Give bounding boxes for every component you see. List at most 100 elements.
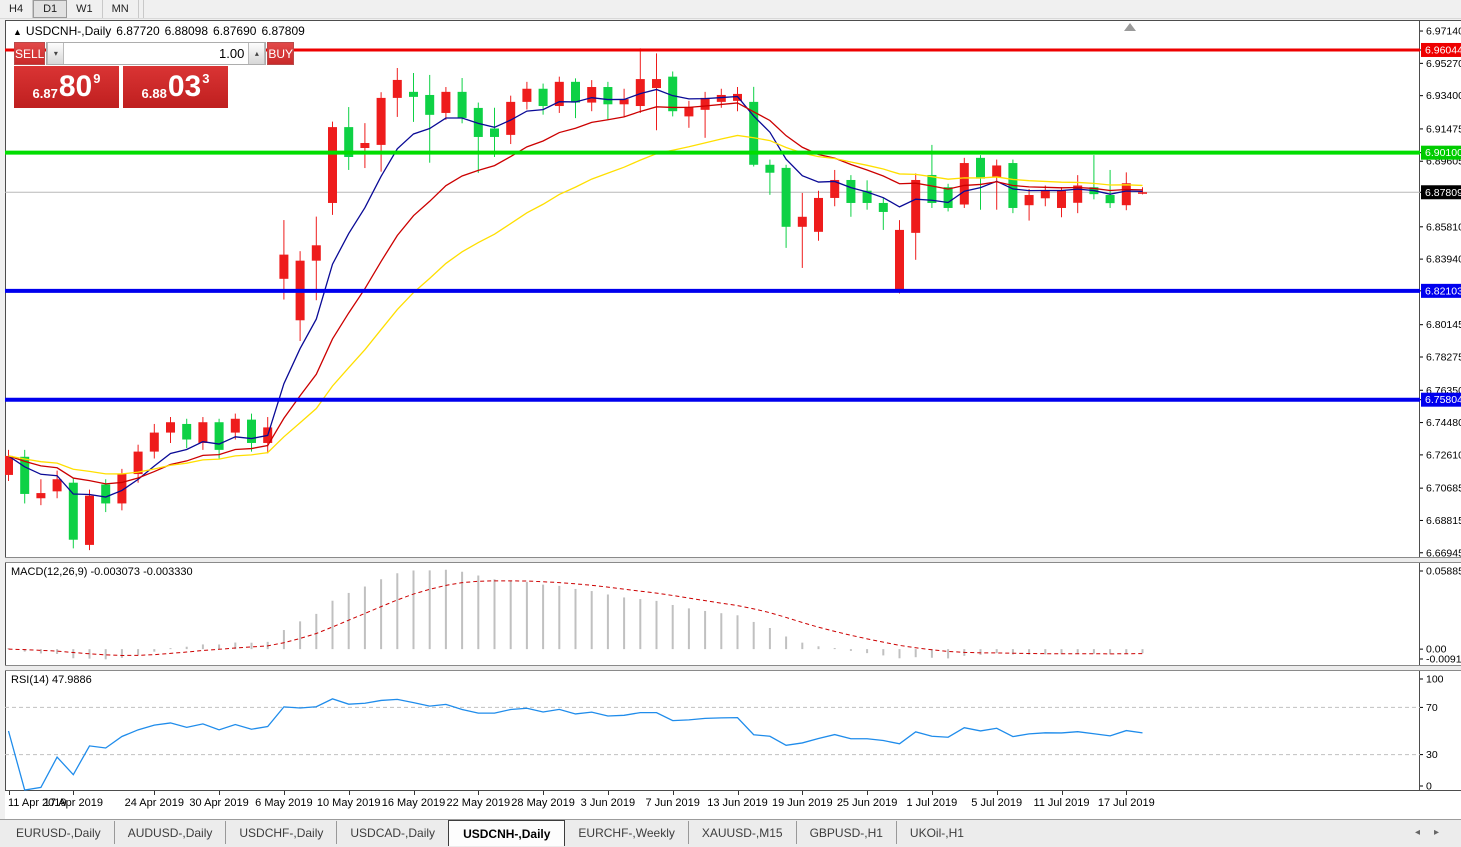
date-tick — [543, 791, 545, 795]
svg-text:6.74480: 6.74480 — [1426, 417, 1461, 429]
chart-tab-usdcnh-daily[interactable]: USDCNH-,Daily — [448, 820, 566, 846]
macd-label: MACD(12,26,9) -0.003073 -0.003330 — [11, 566, 193, 578]
svg-text:6.85810: 6.85810 — [1426, 221, 1461, 233]
sell-button[interactable]: SELL — [14, 42, 46, 65]
svg-text:6.66945: 6.66945 — [1426, 547, 1461, 559]
date-tick — [73, 791, 75, 795]
date-label: 13 Jun 2019 — [707, 797, 768, 809]
chart-tab-xauusd-m15[interactable]: XAUUSD-,M15 — [687, 821, 796, 844]
svg-text:6.95270: 6.95270 — [1426, 58, 1461, 70]
date-label: 3 Jun 2019 — [580, 797, 636, 809]
date-label: 24 Apr 2019 — [124, 797, 184, 809]
panel-splitter-macd[interactable] — [5, 557, 1461, 563]
svg-text:6.82103: 6.82103 — [1425, 285, 1461, 297]
macd-values: -0.003073 -0.003330 — [90, 566, 193, 578]
date-label: 17 Apr 2019 — [43, 797, 103, 809]
date-tick — [996, 791, 998, 795]
date-label: 6 May 2019 — [255, 797, 313, 809]
date-tick — [8, 791, 10, 795]
date-label: 1 Jul 2019 — [906, 797, 958, 809]
rsi-value: 47.9886 — [51, 674, 92, 686]
svg-text:-0.009116: -0.009116 — [1426, 654, 1461, 666]
date-axis[interactable]: 11 Apr 2019 17 Apr 2019 24 Apr 2019 30 Apr … — [5, 791, 1461, 819]
volume-spinner: ▾ ▴ — [46, 42, 267, 65]
period-button-h4[interactable]: H4 — [0, 0, 34, 18]
svg-text:6.87809: 6.87809 — [1425, 187, 1461, 199]
date-label: 5 Jul 2019 — [971, 797, 1023, 809]
date-label: 7 Jun 2019 — [645, 797, 700, 809]
sell-price-prefix: 6.87 — [32, 86, 58, 101]
period-button-w1[interactable]: W1 — [67, 0, 103, 18]
date-tick — [219, 791, 221, 795]
ohlc-open: 6.87720 — [116, 24, 160, 38]
chart-tab-usdcad-daily[interactable]: USDCAD-,Daily — [336, 821, 448, 844]
panel-splitter-rsi[interactable] — [5, 665, 1461, 671]
date-tick — [154, 791, 156, 795]
date-tick — [348, 791, 350, 795]
timeframe-toolbar: H4 D1 W1 MN — [0, 0, 1461, 19]
date-tick — [1126, 791, 1128, 795]
buy-price-pip-digit: 3 — [202, 71, 210, 86]
date-label: 17 Jul 2019 — [1097, 797, 1155, 809]
svg-text:6.91475: 6.91475 — [1426, 123, 1461, 135]
collapse-arrow-icon[interactable]: ▲ — [13, 27, 22, 37]
date-tick — [413, 791, 415, 795]
chart-tab-ukoil-h1[interactable]: UKOil-,H1 — [895, 821, 977, 844]
svg-text:100: 100 — [1426, 674, 1444, 686]
svg-text:6.96044: 6.96044 — [1425, 44, 1461, 56]
volume-increase-button[interactable]: ▴ — [248, 43, 266, 64]
sell-price-button[interactable]: 6.87 80 9 — [14, 66, 119, 108]
date-label: 19 Jun 2019 — [772, 797, 833, 809]
svg-text:6.80145: 6.80145 — [1426, 319, 1461, 331]
date-label: 25 Jun 2019 — [836, 797, 898, 809]
date-label: 16 May 2019 — [381, 797, 446, 809]
buy-button[interactable]: BUY — [267, 42, 295, 65]
chart-plot-area[interactable] — [5, 20, 1420, 791]
chart-title: ▲ USDCNH-,Daily 6.87720 6.88098 6.87690 6.878… — [13, 24, 310, 38]
chart-tab-eurusd-daily[interactable]: EURUSD-,Daily — [16, 826, 101, 840]
chart-symbol-label: USDCNH-,Daily — [25, 24, 112, 38]
chart-tab-bar: EURUSD-,Daily AUDUSD-,Daily USDCHF-,Daily U… — [0, 819, 1461, 847]
date-label: 10 May 2019 — [316, 797, 381, 809]
date-tick — [1061, 791, 1063, 795]
svg-text:30: 30 — [1426, 749, 1438, 761]
date-label: 30 Apr 2019 — [189, 797, 249, 809]
date-tick — [867, 791, 869, 795]
date-label: 11 Apr 2019 — [8, 797, 67, 809]
price-scale[interactable]: 6.971406.952706.934006.914756.896056.858… — [1420, 20, 1461, 791]
buy-price-prefix: 6.88 — [141, 86, 167, 101]
svg-text:6.78275: 6.78275 — [1426, 351, 1461, 363]
tab-scroll-buttons: ◂ ▸ — [1415, 827, 1439, 838]
svg-text:6.97140: 6.97140 — [1426, 26, 1461, 38]
ohlc-high: 6.88098 — [164, 24, 209, 38]
svg-text:6.72610: 6.72610 — [1426, 449, 1461, 461]
rsi-label: RSI(14) 47.9886 — [11, 674, 92, 686]
svg-text:0: 0 — [1426, 781, 1432, 792]
svg-text:6.70685: 6.70685 — [1426, 483, 1461, 495]
chart-tab-usdchf-daily[interactable]: USDCHF-,Daily — [225, 821, 336, 844]
svg-text:6.75804: 6.75804 — [1425, 394, 1461, 406]
svg-text:0.058851: 0.058851 — [1426, 566, 1461, 578]
rsi-name: RSI(14) — [11, 674, 49, 686]
sell-price-pip-digit: 9 — [93, 71, 101, 86]
svg-text:70: 70 — [1426, 702, 1438, 714]
volume-input[interactable] — [64, 43, 249, 64]
tab-scroll-left-button[interactable]: ◂ — [1414, 827, 1420, 838]
period-button-mn[interactable]: MN — [102, 0, 139, 18]
date-tick — [737, 791, 739, 795]
chart-tab-audusd-daily[interactable]: AUDUSD-,Daily — [113, 821, 226, 844]
period-button-d1[interactable]: D1 — [33, 0, 68, 18]
tab-scroll-right-button[interactable]: ▸ — [1433, 827, 1439, 838]
ohlc-close: 6.87809 — [261, 24, 305, 38]
date-label: 22 May 2019 — [446, 797, 511, 809]
macd-name: MACD(12,26,9) — [11, 566, 88, 578]
buy-price-button[interactable]: 6.88 03 3 — [123, 66, 228, 108]
date-tick — [478, 791, 480, 795]
svg-text:6.83940: 6.83940 — [1426, 254, 1461, 266]
buy-price-big-digits: 03 — [167, 70, 202, 103]
date-tick — [607, 791, 609, 795]
chart-tab-eurchf-weekly[interactable]: EURCHF-,Weekly — [578, 826, 675, 840]
volume-decrease-button[interactable]: ▾ — [47, 43, 65, 64]
chart-tab-gbpusd-h1[interactable]: GBPUSD-,H1 — [795, 821, 896, 844]
date-tick — [672, 791, 674, 795]
